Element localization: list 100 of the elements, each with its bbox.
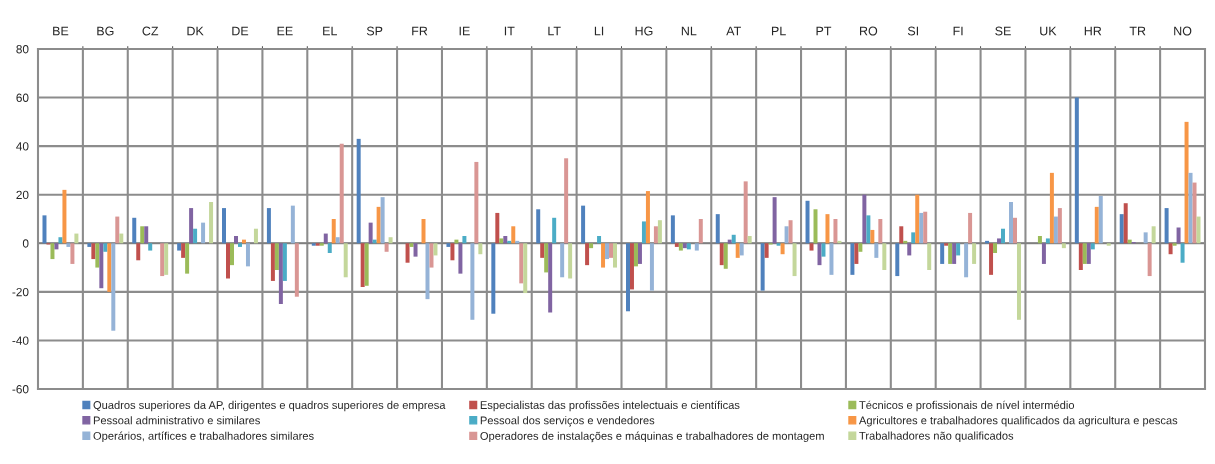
bar	[185, 243, 190, 274]
bar	[87, 243, 92, 247]
bar	[874, 243, 879, 258]
bar	[339, 143, 344, 244]
legend-label: Agricultores e trabalhadores qualificados da agricultura e pescas	[859, 416, 1178, 427]
bar	[1001, 228, 1006, 244]
bar	[181, 243, 186, 258]
bar	[1184, 121, 1189, 244]
bar	[343, 243, 348, 278]
x-tick-label: EL	[323, 26, 337, 36]
bar	[817, 243, 822, 266]
bar	[1086, 243, 1091, 264]
bar	[503, 236, 508, 244]
bar	[1119, 214, 1124, 244]
legend-label: Operários, artífices e trabalhadores similares	[93, 431, 314, 443]
bar	[948, 243, 953, 264]
bar	[552, 217, 557, 244]
bar	[989, 243, 994, 275]
x-tick-label: FR	[412, 26, 428, 36]
bar	[784, 226, 789, 244]
bar	[678, 243, 683, 251]
bar	[523, 243, 528, 294]
legend-label: Quadros superiores da AP, dirigentes e quadros superiores de empresa	[93, 400, 446, 412]
bar	[335, 237, 340, 244]
bar	[613, 243, 618, 268]
bar	[388, 237, 393, 244]
bar	[715, 214, 720, 244]
x-tick-label: RO	[860, 26, 878, 36]
bar	[760, 243, 765, 291]
x-tick-label: LI	[594, 26, 604, 36]
bar	[380, 197, 385, 244]
bar	[772, 197, 777, 244]
bar	[686, 243, 691, 250]
bar	[821, 243, 826, 257]
bar	[405, 243, 410, 263]
bar	[311, 243, 316, 246]
bar	[511, 226, 516, 244]
bar	[829, 243, 834, 275]
bar	[568, 243, 573, 279]
bar	[1012, 217, 1017, 244]
bar	[282, 243, 287, 281]
bar	[956, 243, 961, 256]
bar	[290, 205, 295, 244]
bar	[743, 181, 748, 244]
x-tick-label: EE	[277, 26, 293, 36]
bar	[780, 243, 785, 255]
bar	[792, 243, 797, 277]
bar	[629, 243, 634, 290]
bar	[1106, 243, 1111, 246]
bar	[899, 226, 904, 244]
bar	[1196, 216, 1201, 244]
bar	[601, 243, 606, 268]
x-tick-label: IT	[504, 26, 515, 36]
bar	[858, 243, 863, 252]
x-tick-label: DK	[187, 26, 204, 36]
bar	[177, 243, 182, 251]
bar	[645, 191, 650, 244]
bar	[140, 226, 145, 244]
bar	[1090, 243, 1095, 250]
bar	[637, 243, 642, 264]
bar	[368, 222, 373, 244]
x-tick-label: NL	[681, 26, 697, 36]
x-tick-label: LT	[548, 26, 561, 36]
bar	[148, 243, 153, 251]
bar	[1094, 206, 1099, 244]
bar	[119, 233, 124, 244]
x-tick-label: UK	[1040, 26, 1057, 36]
bar	[1192, 182, 1197, 244]
y-tick-label: 20	[16, 190, 29, 200]
bar	[653, 226, 658, 244]
bar	[364, 243, 369, 286]
x-tick-label: BG	[97, 26, 114, 36]
bar	[698, 219, 703, 244]
bar	[421, 219, 426, 244]
y-tick-label: 0	[22, 239, 29, 248]
bar	[91, 243, 96, 260]
bar	[589, 243, 594, 249]
bar	[776, 243, 781, 246]
bar	[825, 214, 830, 244]
bar	[1172, 243, 1177, 246]
bar	[536, 209, 541, 244]
bar	[478, 243, 483, 255]
bar	[429, 243, 434, 268]
bar	[952, 243, 957, 264]
bar	[1151, 226, 1156, 244]
bar	[866, 215, 871, 244]
bar	[1078, 243, 1083, 270]
bar	[993, 243, 998, 253]
y-tick-label: -20	[12, 287, 29, 297]
bar	[788, 220, 793, 244]
bar	[433, 243, 438, 256]
bar	[1147, 243, 1152, 277]
bar	[597, 236, 602, 244]
bar	[230, 243, 234, 266]
bar	[862, 194, 867, 244]
bar	[111, 243, 116, 331]
bar	[99, 243, 104, 289]
bar	[209, 202, 214, 244]
bar	[58, 237, 63, 244]
bar	[544, 243, 549, 273]
